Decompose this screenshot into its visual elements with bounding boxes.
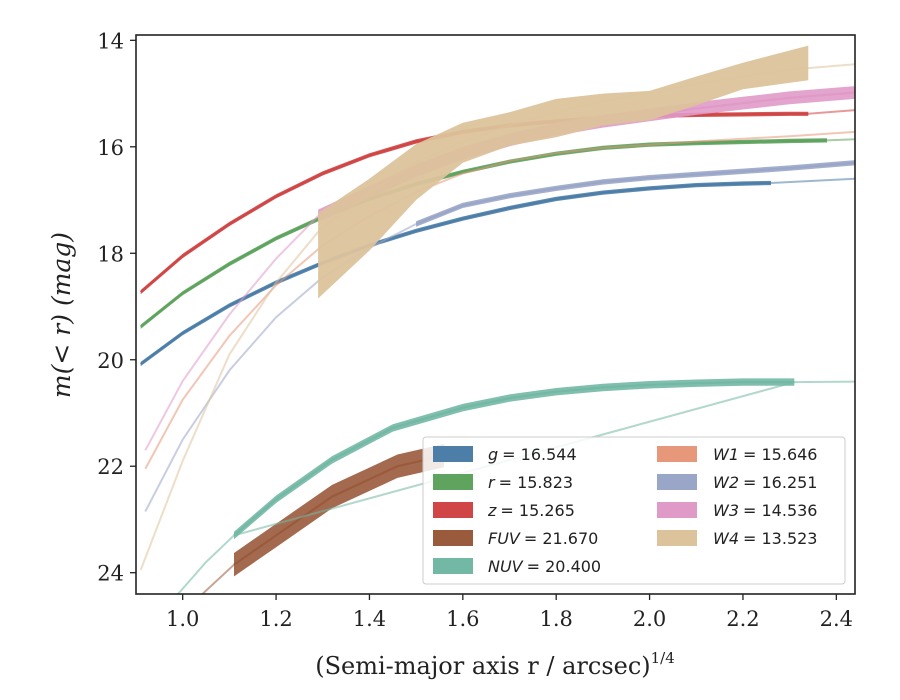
y-tick-label: 14 bbox=[97, 29, 124, 53]
legend-label: W2 = 16.251 bbox=[713, 473, 817, 492]
series-error-band bbox=[416, 160, 855, 227]
x-tick-label: 1.0 bbox=[166, 607, 199, 631]
series-r bbox=[140, 138, 855, 329]
legend-label: NUV = 20.400 bbox=[488, 557, 601, 576]
series-g bbox=[140, 177, 855, 367]
legend-item: W4 = 13.523 bbox=[657, 529, 817, 548]
legend-swatch bbox=[433, 474, 473, 490]
y-tick-label: 20 bbox=[97, 349, 124, 373]
series-w4 bbox=[139, 45, 855, 571]
legend-label: z = 15.265 bbox=[487, 501, 575, 520]
series-extrapolated-line bbox=[808, 109, 855, 115]
y-tick-label: 16 bbox=[97, 136, 124, 160]
series-line bbox=[233, 454, 445, 566]
y-axis-ticks: 14 16 18 20 22 24 bbox=[97, 29, 136, 586]
x-tick-label: 1.8 bbox=[539, 607, 572, 631]
legend-label: g = 16.544 bbox=[488, 445, 577, 464]
x-tick-label: 1.6 bbox=[446, 607, 479, 631]
series-layer bbox=[139, 45, 855, 594]
x-tick-label: 2.4 bbox=[820, 607, 853, 631]
series-line bbox=[233, 381, 795, 537]
series-extrapolated-line bbox=[200, 563, 235, 594]
plot-frame bbox=[135, 34, 856, 595]
legend-swatch bbox=[657, 502, 697, 518]
legend-item: W2 = 16.251 bbox=[657, 473, 817, 492]
series-extrapolated-line bbox=[770, 177, 855, 184]
legend-item: W1 = 15.646 bbox=[657, 445, 817, 464]
series-nuv bbox=[176, 378, 855, 594]
legend-swatch bbox=[433, 530, 473, 546]
x-tick-label: 1.2 bbox=[259, 607, 292, 631]
legend-item: r = 15.823 bbox=[433, 473, 573, 492]
legend-swatch bbox=[433, 558, 473, 574]
legend-label: W3 = 14.536 bbox=[713, 501, 817, 520]
legend-item: NUV = 20.400 bbox=[433, 557, 601, 576]
y-tick-label: 24 bbox=[97, 562, 124, 586]
legend-label: r = 15.823 bbox=[488, 473, 573, 492]
series-line bbox=[415, 161, 855, 226]
legend-label: W4 = 13.523 bbox=[713, 529, 817, 548]
legend-swatch bbox=[657, 446, 697, 462]
legend-frame bbox=[422, 436, 846, 585]
series-w1 bbox=[144, 130, 855, 470]
x-tick-label: 2.2 bbox=[726, 607, 759, 631]
legend-item: g = 16.544 bbox=[433, 445, 577, 464]
legend-swatch bbox=[657, 530, 697, 546]
y-tick-label: 18 bbox=[97, 242, 124, 266]
x-tick-label: 2.0 bbox=[633, 607, 666, 631]
legend-label: FUV = 21.670 bbox=[488, 529, 598, 548]
y-tick-label: 22 bbox=[97, 455, 124, 479]
series-fuv bbox=[200, 443, 445, 594]
legend: g = 16.544 r = 15.823 z = 15.265 FUV = 21.670 NU… bbox=[422, 436, 846, 585]
legend-swatch bbox=[433, 446, 473, 462]
legend-item: z = 15.265 bbox=[433, 501, 575, 520]
series-line bbox=[140, 181, 772, 365]
series-error-band bbox=[318, 45, 809, 299]
legend-item: W3 = 14.536 bbox=[657, 501, 817, 520]
legend-label: W1 = 15.646 bbox=[713, 445, 817, 464]
x-tick-label: 1.4 bbox=[353, 607, 386, 631]
series-error-band bbox=[234, 443, 445, 577]
y-axis-label: m(< r) (mag) bbox=[47, 232, 76, 398]
series-extrapolated-line bbox=[144, 215, 319, 451]
x-axis-ticks: 1.0 1.2 1.4 1.6 1.8 2.0 2.2 2.4 bbox=[166, 594, 853, 631]
x-axis-label: (Semi-major axis r / arcsec)1/4 bbox=[315, 649, 675, 680]
legend-swatch bbox=[433, 502, 473, 518]
legend-swatch bbox=[657, 474, 697, 490]
series-error-band bbox=[318, 86, 855, 223]
legend-item: FUV = 21.670 bbox=[433, 529, 598, 548]
series-extrapolated-line bbox=[144, 130, 855, 470]
series-extrapolated-line bbox=[826, 138, 855, 142]
